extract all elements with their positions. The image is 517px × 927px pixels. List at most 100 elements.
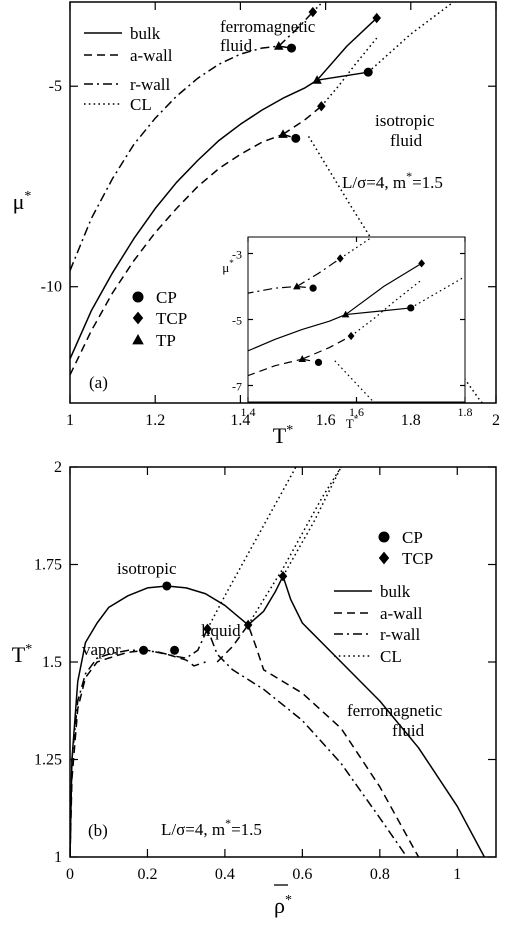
inset-point-tcp-1 — [418, 259, 426, 268]
panel-a-series-bulk-2 — [316, 17, 378, 81]
panel-b-xtick-label: 0.4 — [215, 866, 235, 883]
inset-series-a-wall-5 — [302, 335, 352, 360]
panel-a-legend-label-cl: CL — [130, 95, 152, 114]
panel-b-xtick-label: 0.2 — [137, 866, 157, 883]
inset-ticks: 1.4 1.6 1.8 -3 -5 -7 — [232, 237, 473, 419]
panel-b-series-a-wall-3 — [216, 624, 420, 857]
inset-series-bulk-0 — [248, 313, 346, 352]
panel-a-xtick-label: 1.8 — [401, 412, 421, 429]
inset-point-tcp-0 — [336, 254, 344, 263]
inset-series-cl-10 — [350, 279, 422, 337]
panel-b-ytick-label: 1.75 — [34, 557, 62, 574]
inset-xtick-label: 1.6 — [349, 405, 364, 419]
panel-b-curves — [70, 467, 486, 857]
panel-a-legend-label-a-wall: a-wall — [130, 46, 173, 65]
panel-b-series-cl-6 — [247, 467, 342, 626]
annotation-isotropic: isotropic — [375, 111, 435, 130]
panel-a-ticks: 1 1.2 1.4 1.6 1.8 2 -5 -10 — [41, 2, 500, 429]
panel-a-curves — [70, 2, 484, 403]
annotation-liquid: liquid — [201, 621, 241, 640]
panel-a-ylabel: μ* — [13, 189, 32, 214]
panel-b-point-tcp-2 — [278, 571, 288, 582]
panel-a-xtick-label: 1.6 — [316, 412, 336, 429]
panel-b-point-tcp-1 — [243, 619, 253, 631]
panel-a-series-r-wall-6 — [70, 45, 279, 271]
panel-a-legend-label-bulk: bulk — [130, 24, 161, 43]
panel-b-ytick-label: 1.25 — [34, 752, 62, 769]
panel-a-xtick-label: 1.4 — [230, 412, 250, 429]
panel-a-legend-marker-tp — [132, 333, 144, 345]
inset-points — [293, 254, 426, 366]
inset-xlabel: T* — [346, 414, 359, 431]
panel-a-point-tp-2 — [278, 129, 288, 138]
panel-a-series-cl-11 — [367, 2, 455, 73]
panel-b-legend-label-bulk: bulk — [380, 582, 411, 601]
panel-b-frame — [69, 466, 497, 858]
inset-point-cp-2 — [314, 358, 323, 366]
annotation-ferromagnetic-b: ferromagnetic — [347, 701, 443, 720]
panel-a-series-bulk-1 — [316, 71, 369, 81]
annotation-ferromagnetic: ferromagnetic — [220, 17, 316, 36]
inset-background — [248, 237, 465, 402]
panel-a-xtick-label: 1 — [66, 412, 74, 429]
annotation-fluid-iso: fluid — [390, 131, 423, 150]
panel-b-legend-marker-cp — [378, 531, 390, 543]
panel-b-xtick-label: 0 — [66, 866, 74, 883]
panel-b-legend: CP TCP bulk a-wall r-wall CL — [334, 528, 433, 666]
inset-point-tp-2 — [298, 355, 307, 362]
panel-b-point-cp-0 — [162, 581, 172, 591]
panel-b: 0 0.2 0.4 0.6 0.8 1 1 1.25 1.5 1.75 2 ρ* T* (b) is… — [12, 459, 497, 918]
annotation-fluid-a: fluid — [220, 36, 253, 55]
panel-a-point-tp-0 — [274, 41, 284, 50]
panel-a-legend-label-tcp: TCP — [156, 309, 187, 328]
panel-a-ytick-label: -5 — [49, 78, 62, 95]
panel-b-series-cl-7 — [282, 467, 342, 577]
inset-point-cp-0 — [309, 284, 317, 292]
inset-point-tcp-2 — [347, 331, 355, 341]
panel-b-point-cp-1 — [139, 645, 149, 655]
panel-b-xtick-label: 0.8 — [370, 866, 390, 883]
panel-b-legend-label-cl: CL — [380, 647, 402, 666]
panel-a-xtick-label: 2 — [492, 412, 500, 429]
panel-a-legend-marker-cp — [132, 291, 144, 303]
panel-a-series-a-wall-5 — [282, 105, 322, 135]
panel-b-series-bulk-0 — [70, 585, 249, 857]
panel-b-ylabel: T* — [12, 642, 32, 667]
panel-a-series-cl-12 — [307, 135, 484, 403]
panel-a-point-cp-0 — [287, 43, 297, 53]
panel-a-legend-label-r-wall: r-wall — [130, 75, 171, 94]
panel-a-series-bulk-0 — [70, 79, 318, 360]
panel-b-points — [139, 571, 288, 655]
panel-b-legend-label-cp: CP — [402, 528, 423, 547]
panel-a-legend-label-cp: CP — [156, 288, 177, 307]
panel-b-series-cl-5 — [206, 467, 297, 630]
panel-a-inset: 1.4 1.6 1.8 -3 -5 -7 T* μ* — [222, 236, 473, 431]
inset-ytick-label: -5 — [232, 314, 242, 328]
annotation-params-a: L/σ=4, m*=1.5 — [342, 169, 443, 192]
panel-a-point-cp-2 — [291, 133, 301, 143]
inset-series-r-wall-8 — [296, 257, 341, 288]
inset-ylabel: μ* — [222, 258, 234, 275]
panel-a-point-tcp-1 — [372, 12, 381, 24]
inset-point-tp-0 — [293, 282, 301, 290]
panel-a-series-r-wall-8 — [278, 11, 314, 47]
annotation-params-b: L/σ=4, m*=1.5 — [161, 816, 262, 839]
panel-b-ytick-label: 1.5 — [42, 654, 62, 671]
inset-point-tp-1 — [341, 310, 350, 318]
panel-a-point-cp-1 — [363, 67, 373, 77]
panel-a-point-tcp-2 — [317, 101, 326, 112]
panel-b-ticks: 0 0.2 0.4 0.6 0.8 1 1 1.25 1.5 1.75 2 — [34, 459, 496, 883]
panel-b-point-cp-2 — [170, 645, 180, 655]
panel-b-series-r-wall-4 — [70, 628, 408, 857]
panel-a-xtick-label: 1.2 — [145, 412, 165, 429]
panel-a-point-tcp-0 — [308, 6, 318, 18]
panel-b-label: (b) — [88, 821, 108, 840]
panel-b-xlabel: ρ* — [274, 893, 292, 918]
panel-b-series-bulk-1 — [247, 575, 486, 857]
panel-b-legend-label-a-wall: a-wall — [380, 604, 423, 623]
inset-series-bulk-2 — [345, 262, 422, 316]
panel-b-xtick-label: 1 — [453, 866, 461, 883]
panel-b-series-a-wall-2 — [70, 649, 206, 857]
